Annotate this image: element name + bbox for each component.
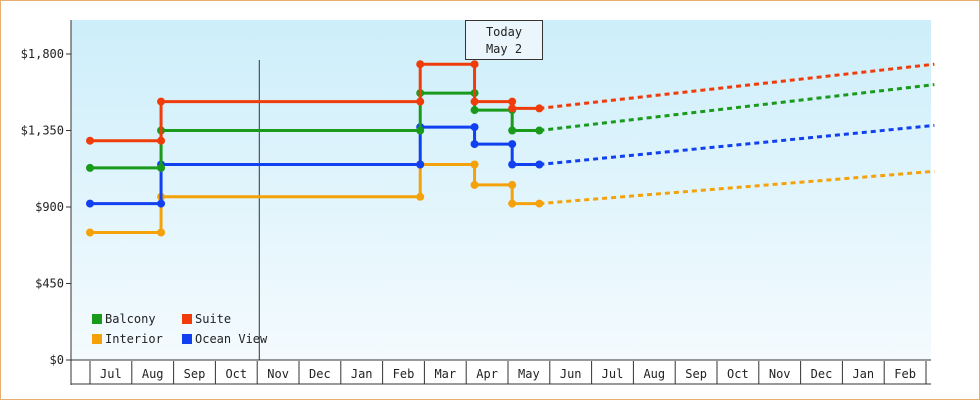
data-point-ocean-view <box>508 140 517 149</box>
x-tick-label: Dec <box>811 367 833 381</box>
legend-swatch-ocean-view <box>182 334 192 344</box>
data-point-balcony <box>86 163 94 172</box>
data-point-interior <box>157 228 166 237</box>
x-tick-label: May <box>518 367 540 381</box>
data-point-interior <box>470 160 479 169</box>
y-tick-label: $450 <box>35 277 64 291</box>
x-tick-label: Jun <box>560 367 582 381</box>
x-tick-label: Oct <box>727 367 749 381</box>
series-projection-balcony <box>539 83 935 132</box>
legend-label-ocean-view: Ocean View <box>195 332 268 346</box>
data-point-suite <box>470 60 479 69</box>
x-tick-label: Nov <box>267 367 289 381</box>
data-point-suite <box>416 60 425 69</box>
today-marker-line1: Today <box>485 25 523 39</box>
x-tick-label: Sep <box>685 367 707 381</box>
data-point-suite <box>416 97 425 106</box>
data-point-balcony <box>535 126 544 135</box>
data-point-ocean-view <box>86 199 94 208</box>
data-point-interior <box>470 180 479 189</box>
y-tick-label: $0 <box>50 353 64 367</box>
data-point-ocean-view <box>508 160 517 169</box>
data-point-interior <box>86 228 94 237</box>
data-point-balcony <box>157 163 166 172</box>
legend-label-balcony: Balcony <box>105 312 156 326</box>
data-point-balcony <box>470 106 479 115</box>
x-tick-label: Dec <box>309 367 331 381</box>
data-point-suite <box>535 104 544 113</box>
data-point-ocean-view <box>470 140 479 149</box>
series-projection-interior <box>539 169 935 206</box>
data-point-suite <box>157 136 166 145</box>
series-line-ocean-view <box>90 125 540 206</box>
legend-swatch-interior <box>92 334 102 344</box>
x-tick-label: Jul <box>602 367 624 381</box>
data-point-suite <box>508 104 517 113</box>
x-tick-label: Jan <box>852 367 874 381</box>
legend-item-interior: Interior <box>92 332 163 346</box>
x-tick-label: Aug <box>643 367 665 381</box>
legend-swatch-balcony <box>92 314 102 324</box>
today-marker-line2: May 2 <box>485 42 523 56</box>
data-point-interior <box>508 180 517 189</box>
x-tick-label: Mar <box>434 367 456 381</box>
y-tick-label: $1,350 <box>21 124 64 138</box>
data-point-suite <box>86 136 94 145</box>
y-tick-label: $1,800 <box>21 47 64 61</box>
data-point-interior <box>416 192 425 201</box>
data-point-ocean-view <box>535 160 544 169</box>
data-point-interior <box>508 199 517 208</box>
data-point-interior <box>535 199 544 208</box>
data-point-balcony <box>416 126 425 135</box>
today-marker-label: Today May 2 <box>465 20 543 60</box>
data-point-ocean-view <box>416 160 425 169</box>
legend-item-balcony: Balcony <box>92 312 156 326</box>
x-tick-label: Aug <box>142 367 164 381</box>
legend-label-interior: Interior <box>105 332 163 346</box>
x-tick-label: Nov <box>769 367 791 381</box>
series-projection-suite <box>539 62 935 110</box>
y-tick-label: $900 <box>35 200 64 214</box>
x-tick-label: Oct <box>225 367 247 381</box>
legend-item-suite: Suite <box>182 312 231 326</box>
data-point-suite <box>157 97 166 106</box>
data-point-ocean-view <box>470 123 479 132</box>
data-point-balcony <box>508 126 517 135</box>
legend-item-ocean-view: Ocean View <box>182 332 267 346</box>
series-line-balcony <box>90 91 540 170</box>
legend-swatch-suite <box>182 314 192 324</box>
x-tick-label: Apr <box>476 367 498 381</box>
plot-background <box>71 20 931 360</box>
data-point-suite <box>508 97 517 106</box>
data-point-ocean-view <box>157 199 166 208</box>
x-tick-label: Feb <box>894 367 916 381</box>
series-projection-ocean-view <box>539 123 935 166</box>
x-tick-label: Sep <box>184 367 206 381</box>
x-tick-label: Feb <box>393 367 415 381</box>
legend-label-suite: Suite <box>195 312 232 326</box>
x-tick-label: Jan <box>351 367 373 381</box>
data-point-suite <box>470 97 479 106</box>
series-line-interior <box>90 163 540 234</box>
x-tick-label: Jul <box>100 367 122 381</box>
